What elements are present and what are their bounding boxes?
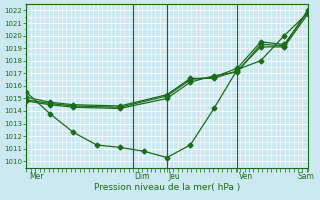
Text: Dim: Dim <box>135 172 150 181</box>
X-axis label: Pression niveau de la mer( hPa ): Pression niveau de la mer( hPa ) <box>94 183 240 192</box>
Text: Ven: Ven <box>239 172 253 181</box>
Text: Jeu: Jeu <box>168 172 180 181</box>
Text: Mer: Mer <box>29 172 44 181</box>
Text: Sam: Sam <box>298 172 315 181</box>
